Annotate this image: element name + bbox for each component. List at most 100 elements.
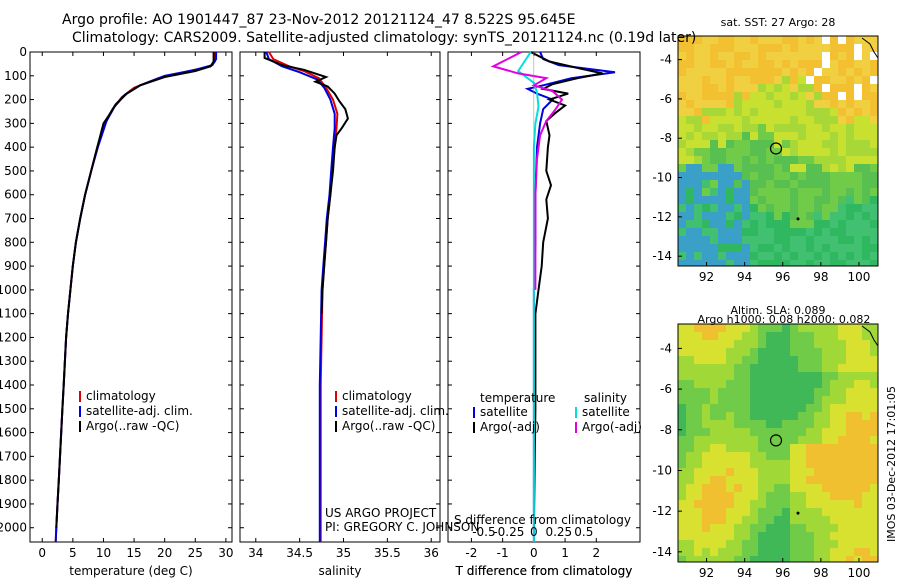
map-cell bbox=[686, 244, 694, 252]
x-tick-label: 5 bbox=[69, 546, 77, 560]
map-cell bbox=[750, 36, 758, 44]
map-cell bbox=[798, 348, 806, 356]
map-cell bbox=[718, 132, 726, 140]
map-cell bbox=[814, 44, 822, 52]
map-cell bbox=[838, 252, 846, 260]
map-cell bbox=[854, 236, 862, 244]
map-cell bbox=[726, 244, 734, 252]
map-cell bbox=[718, 140, 726, 148]
map-cell bbox=[790, 148, 798, 156]
map-cell bbox=[750, 100, 758, 108]
map-cell bbox=[734, 236, 742, 244]
map-cell bbox=[838, 76, 846, 84]
map-cell bbox=[702, 44, 710, 52]
map-cell bbox=[686, 324, 694, 332]
map-cell bbox=[846, 52, 854, 60]
map-cell bbox=[806, 124, 814, 132]
map-cell bbox=[822, 220, 830, 228]
map-cell bbox=[686, 364, 694, 372]
map-cell bbox=[854, 380, 862, 388]
map-cell bbox=[758, 164, 766, 172]
map-cell bbox=[694, 156, 702, 164]
map-cell bbox=[782, 44, 790, 52]
map-cell bbox=[774, 260, 782, 266]
map-cell bbox=[686, 220, 694, 228]
map-cell bbox=[774, 556, 782, 562]
map-cell bbox=[694, 484, 702, 492]
map-cell bbox=[854, 244, 862, 252]
map-cell bbox=[686, 404, 694, 412]
map-cell bbox=[718, 436, 726, 444]
map-cell bbox=[862, 492, 870, 500]
map-cell bbox=[830, 92, 838, 100]
map-cell bbox=[758, 140, 766, 148]
map-cell bbox=[830, 36, 838, 44]
map-cell bbox=[742, 236, 750, 244]
map-cell bbox=[822, 196, 830, 204]
map-cell bbox=[774, 108, 782, 116]
map-cell bbox=[734, 188, 742, 196]
map-cell bbox=[758, 236, 766, 244]
map-cell bbox=[814, 476, 822, 484]
map-cell bbox=[806, 220, 814, 228]
map-cell bbox=[678, 212, 686, 220]
map-cell bbox=[702, 212, 710, 220]
map-cell bbox=[710, 356, 718, 364]
map-cell bbox=[870, 84, 878, 92]
map-cell bbox=[710, 228, 718, 236]
map-cell bbox=[686, 228, 694, 236]
map-cell bbox=[750, 244, 758, 252]
map-cell bbox=[694, 164, 702, 172]
map-cell bbox=[870, 500, 878, 508]
depth-tick-label: 1000 bbox=[0, 283, 27, 297]
map-cell bbox=[838, 164, 846, 172]
map-cell bbox=[798, 500, 806, 508]
map-cell bbox=[870, 236, 878, 244]
map-cell bbox=[846, 220, 854, 228]
y-tick-label: -10 bbox=[652, 463, 672, 477]
map-cell bbox=[726, 412, 734, 420]
map-cell bbox=[782, 540, 790, 548]
map-cell bbox=[814, 132, 822, 140]
map-cell bbox=[806, 116, 814, 124]
map-cell bbox=[870, 364, 878, 372]
map-cell bbox=[870, 196, 878, 204]
map-cell bbox=[766, 124, 774, 132]
map-cell bbox=[758, 180, 766, 188]
y-tick-label: -8 bbox=[660, 131, 672, 145]
map-cell bbox=[782, 468, 790, 476]
map-cell bbox=[718, 252, 726, 260]
series-line bbox=[54, 52, 216, 543]
map-cell bbox=[862, 212, 870, 220]
map-cell bbox=[718, 204, 726, 212]
map-cell bbox=[798, 164, 806, 172]
map-cell bbox=[734, 116, 742, 124]
map-cell bbox=[702, 388, 710, 396]
map-cell bbox=[686, 212, 694, 220]
map-cell bbox=[782, 68, 790, 76]
map-cell bbox=[870, 484, 878, 492]
map-cell bbox=[694, 220, 702, 228]
map-cell bbox=[710, 260, 718, 266]
map-cell bbox=[702, 92, 710, 100]
map-cell bbox=[806, 252, 814, 260]
map-cell bbox=[702, 252, 710, 260]
map-cell bbox=[870, 556, 878, 562]
map-cell bbox=[854, 188, 862, 196]
map-cell bbox=[750, 556, 758, 562]
map-cell bbox=[854, 180, 862, 188]
map-cell bbox=[702, 244, 710, 252]
map-cell bbox=[830, 260, 838, 266]
map-cell bbox=[854, 204, 862, 212]
map-cell bbox=[830, 500, 838, 508]
map-cell bbox=[862, 60, 870, 68]
map-cell bbox=[830, 444, 838, 452]
map-cell bbox=[774, 212, 782, 220]
map-cell bbox=[726, 516, 734, 524]
map-cell bbox=[782, 84, 790, 92]
map-cell bbox=[742, 84, 750, 92]
map-cell bbox=[734, 260, 742, 266]
depth-tick-label: 800 bbox=[4, 235, 27, 249]
map-cell bbox=[870, 44, 878, 52]
map-cell bbox=[742, 428, 750, 436]
